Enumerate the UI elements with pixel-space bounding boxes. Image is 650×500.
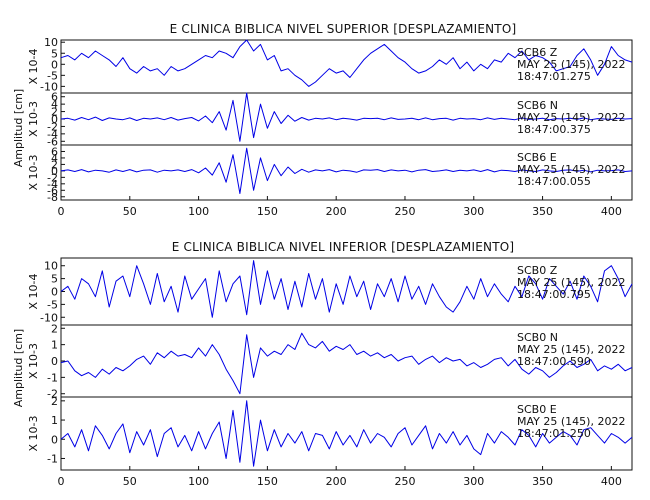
station-info-line: SCB6 N [517, 99, 558, 112]
y-tick-label: -6 [47, 184, 58, 197]
station-info-line: MAY 25 (145), 2022 [517, 415, 625, 428]
trace-line [60, 39, 633, 87]
y-tick-label: 2 [51, 106, 58, 119]
station-info-line: 18:47:00.375 [517, 123, 591, 136]
upper-y-axis-label: Amplitud [cm] [12, 89, 25, 167]
y-tick-label: 10 [44, 260, 58, 273]
x-tick-label: 400 [601, 205, 622, 218]
y-tick-label: 6 [51, 145, 58, 158]
y-tick-label: 4 [51, 98, 58, 111]
x-tick-label: 200 [326, 475, 347, 488]
y-tick-label: 0 [51, 355, 58, 368]
x-tick-label: 150 [257, 475, 278, 488]
x-tick-label: 250 [394, 475, 415, 488]
y-tick-label: -10 [40, 80, 58, 93]
x-tick-label: 0 [58, 475, 65, 488]
panel-frame [60, 396, 633, 471]
x-tick-label: 250 [394, 205, 415, 218]
y-tick-label: -6 [47, 135, 58, 148]
upper-figure-title: E CLINICA BIBLICA NIVEL SUPERIOR [DESPLA… [170, 22, 517, 36]
x-tick-label: 0 [58, 205, 65, 218]
y-tick-label: -5 [47, 69, 58, 82]
x-tick-label: 100 [188, 475, 209, 488]
y-tick-label: 6 [51, 91, 58, 104]
station-info-line: 18:47:00.590 [517, 355, 591, 368]
y-tick-label: -5 [47, 298, 58, 311]
y-tick-label: -4 [47, 178, 58, 191]
y-tick-label: -2 [47, 388, 58, 401]
x-tick-label: 300 [463, 475, 484, 488]
y-tick-label: 5 [51, 273, 58, 286]
y-tick-label: 2 [51, 395, 58, 408]
station-info-line: SCB6 Z [517, 46, 558, 59]
trace-line [60, 92, 633, 142]
scale-label: X 10-3 [27, 343, 40, 379]
x-axis: 0 50 100 150 200 250 300 350 400 [58, 466, 622, 488]
station-info-line: SCB0 Z [517, 264, 558, 277]
y-tick-label: 1 [51, 339, 58, 352]
station-info-line: MAY 25 (145), 2022 [517, 276, 625, 289]
panel-frame [60, 144, 633, 201]
scale-label: X 10-3 [27, 155, 40, 191]
x-axis: 0 50 100 150 200 250 300 350 400 [58, 196, 622, 218]
x-tick-label: 400 [601, 475, 622, 488]
y-tick-label: 0 [51, 58, 58, 71]
y-tick-label: 2 [51, 322, 58, 335]
x-tick-label: 300 [463, 205, 484, 218]
x-tick-label: 350 [532, 475, 553, 488]
station-info-line: MAY 25 (145), 2022 [517, 343, 625, 356]
y-tick-label: 2 [51, 158, 58, 171]
lower-y-axis-label: Amplitud [cm] [12, 329, 25, 407]
station-info-line: MAY 25 (145), 2022 [517, 163, 625, 176]
station-info-line: SCB6 E [517, 151, 557, 164]
y-tick-label: -1 [47, 452, 58, 465]
scale-label: X 10-3 [27, 416, 40, 452]
trace-line [60, 400, 633, 467]
station-info-line: 18:47:01.250 [517, 427, 591, 440]
station-info-line: MAY 25 (145), 2022 [517, 58, 625, 71]
y-tick-label: 0 [51, 286, 58, 299]
y-tick-label: 10 [44, 36, 58, 49]
y-tick-label: 0 [51, 113, 58, 126]
station-info-line: 18:47:01.275 [517, 70, 591, 83]
trace-line [60, 332, 633, 395]
y-tick-label: -10 [40, 311, 58, 324]
y-tick-label: 5 [51, 47, 58, 60]
x-tick-label: 100 [188, 205, 209, 218]
trace-line [60, 260, 633, 318]
y-tick-label: 4 [51, 152, 58, 165]
station-info-line: 18:47:00.795 [517, 288, 591, 301]
lower-figure-title: E CLINICA BIBLICA NIVEL INFERIOR [DESPLA… [172, 240, 515, 254]
y-tick-label: 0 [51, 165, 58, 178]
trace-line [60, 147, 633, 194]
y-tick-label: 1 [51, 414, 58, 427]
x-tick-label: 50 [123, 475, 137, 488]
x-tick-label: 200 [326, 205, 347, 218]
y-tick-label: -2 [47, 120, 58, 133]
x-tick-label: 350 [532, 205, 553, 218]
scale-label: X 10-4 [27, 49, 40, 85]
station-info-line: 18:47:00.055 [517, 175, 591, 188]
station-info-line: SCB0 N [517, 331, 558, 344]
x-tick-label: 50 [123, 205, 137, 218]
y-tick-label: -2 [47, 171, 58, 184]
y-tick-label: -4 [47, 128, 58, 141]
y-tick-label: -1 [47, 371, 58, 384]
y-tick-label: -8 [47, 191, 58, 204]
scale-label: X 10-4 [27, 274, 40, 310]
y-tick-label: 0 [51, 433, 58, 446]
scale-label: X 10-3 [27, 101, 40, 137]
station-info-line: SCB0 E [517, 403, 557, 416]
x-tick-label: 150 [257, 205, 278, 218]
station-info-line: MAY 25 (145), 2022 [517, 111, 625, 124]
